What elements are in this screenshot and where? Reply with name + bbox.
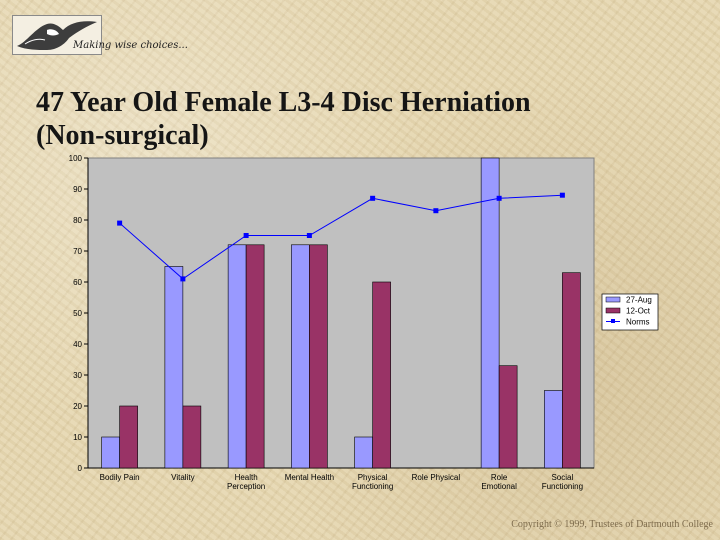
y-tick-label: 80	[73, 216, 82, 225]
legend-swatch	[605, 296, 621, 303]
norms-line	[119, 194, 563, 280]
norms-point	[433, 208, 439, 214]
y-tick-label: 40	[73, 340, 82, 349]
y-tick-label: 60	[73, 278, 82, 287]
x-tick-label: Vitality	[171, 473, 194, 482]
y-tick-label: 100	[69, 154, 83, 163]
y-tick-label: 70	[73, 247, 82, 256]
bar-27-aug	[291, 244, 310, 469]
copyright-text: Copyright © 1999, Trustees of Dartmouth …	[511, 519, 713, 530]
y-tick-label: 50	[73, 309, 82, 318]
eagle-logo-icon	[17, 21, 97, 50]
legend-swatch	[605, 307, 621, 314]
logo	[12, 15, 102, 55]
norms-point	[117, 220, 123, 226]
y-tick-label: 90	[73, 185, 82, 194]
norms-point	[306, 233, 312, 238]
x-tick-label: Role Physical	[412, 473, 461, 482]
x-tick-label: Perception	[227, 482, 265, 491]
y-tick-label: 30	[73, 371, 82, 380]
legend-swatch-marker	[611, 319, 615, 323]
bar-12-oct	[562, 272, 581, 469]
legend-label: 12-Oct	[626, 307, 651, 316]
y-tick-label: 10	[73, 433, 82, 442]
bar-27-aug	[480, 157, 500, 469]
y-tick-label: 20	[73, 402, 82, 411]
bar-12-oct	[372, 281, 391, 469]
bar-27-aug	[544, 390, 563, 469]
slide-title: 47 Year Old Female L3-4 Disc Herniation …	[36, 86, 531, 152]
x-tick-label: Emotional	[481, 482, 517, 491]
norms-point	[496, 195, 502, 201]
title-line-1: 47 Year Old Female L3-4 Disc Herniation	[36, 87, 531, 118]
bar-27-aug	[101, 436, 120, 469]
bar-12-oct	[309, 244, 328, 469]
x-tick-label: Functioning	[542, 482, 583, 491]
bar-12-oct	[119, 405, 138, 469]
norms-point	[243, 233, 249, 238]
legend-label: 27-Aug	[626, 296, 652, 305]
bar-12-oct	[245, 244, 265, 469]
plot-area	[87, 157, 595, 469]
x-tick-label: Functioning	[352, 482, 393, 491]
title-line-2: (Non-surgical)	[36, 120, 209, 151]
x-tick-label: Bodily Pain	[100, 473, 140, 482]
norms-point	[180, 276, 186, 282]
bar-12-oct	[182, 405, 202, 469]
norms-point	[370, 195, 376, 201]
tagline: Making wise choices...	[73, 40, 188, 51]
bar-12-oct	[498, 365, 518, 469]
x-tick-label: Physical	[358, 473, 388, 482]
legend-label: Norms	[626, 318, 650, 327]
x-tick-label: Role	[491, 473, 508, 482]
x-tick-label: Health	[235, 473, 258, 482]
x-tick-label: Social	[551, 473, 573, 482]
y-tick-label: 0	[78, 464, 83, 473]
bar-27-aug	[354, 436, 373, 469]
bar-27-aug	[164, 266, 184, 469]
x-tick-label: Mental Health	[285, 473, 334, 482]
bar-27-aug	[227, 244, 247, 469]
norms-point	[559, 192, 565, 198]
